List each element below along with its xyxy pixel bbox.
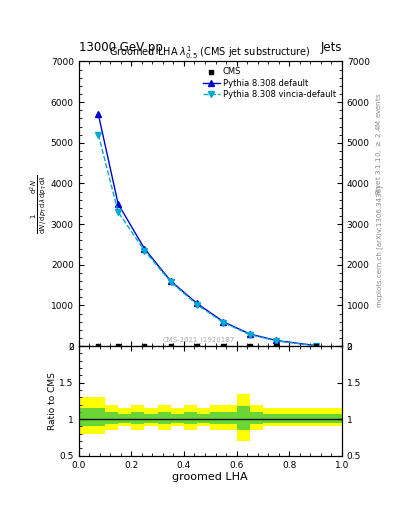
Text: mcplots.cern.ch [arXiv:1306.3436]: mcplots.cern.ch [arXiv:1306.3436] [376, 185, 383, 307]
CMS [220, 342, 226, 350]
Legend: CMS, Pythia 8.308 default, Pythia 8.308 vincia-default: CMS, Pythia 8.308 default, Pythia 8.308 … [201, 66, 338, 101]
Line: Pythia 8.308 default: Pythia 8.308 default [95, 112, 318, 348]
Pythia 8.308 vincia-default [195, 302, 200, 308]
CMS [167, 342, 174, 350]
Pythia 8.308 default [116, 201, 120, 207]
Pythia 8.308 default [142, 245, 147, 251]
Pythia 8.308 vincia-default [221, 319, 226, 326]
Pythia 8.308 vincia-default [313, 343, 318, 349]
Text: CMS-2021_I1920187: CMS-2021_I1920187 [163, 336, 235, 343]
Pythia 8.308 default [313, 343, 318, 349]
Pythia 8.308 default [274, 337, 278, 344]
CMS [194, 342, 200, 350]
CMS [312, 342, 319, 350]
Pythia 8.308 vincia-default [168, 279, 173, 285]
Pythia 8.308 default [248, 331, 252, 337]
Y-axis label: $\frac{1}{\mathrm{d}N\,/\,\mathrm{d}p_\mathrm{T}\,\mathrm{d}\lambda}\frac{\mathr: $\frac{1}{\mathrm{d}N\,/\,\mathrm{d}p_\m… [29, 174, 50, 233]
CMS [95, 342, 101, 350]
Title: Groomed LHA $\lambda^{1}_{0.5}$ (CMS jet substructure): Groomed LHA $\lambda^{1}_{0.5}$ (CMS jet… [110, 45, 311, 61]
Pythia 8.308 default [195, 301, 200, 307]
Pythia 8.308 vincia-default [248, 331, 252, 337]
Pythia 8.308 vincia-default [96, 132, 101, 138]
Pythia 8.308 default [96, 111, 101, 117]
CMS [247, 342, 253, 350]
X-axis label: groomed LHA: groomed LHA [173, 472, 248, 482]
Pythia 8.308 vincia-default [274, 338, 278, 344]
Text: Rivet 3.1.10, $\geq$ 2.4M events: Rivet 3.1.10, $\geq$ 2.4M events [374, 92, 384, 195]
CMS [273, 342, 279, 350]
Text: 13000 GeV pp: 13000 GeV pp [79, 41, 162, 54]
Pythia 8.308 vincia-default [142, 247, 147, 253]
Text: Jets: Jets [320, 41, 342, 54]
CMS [115, 342, 121, 350]
Pythia 8.308 default [221, 318, 226, 325]
CMS [141, 342, 148, 350]
Pythia 8.308 vincia-default [116, 209, 120, 215]
Pythia 8.308 default [168, 278, 173, 284]
Line: Pythia 8.308 vincia-default: Pythia 8.308 vincia-default [95, 132, 318, 349]
Y-axis label: Ratio to CMS: Ratio to CMS [48, 372, 57, 430]
